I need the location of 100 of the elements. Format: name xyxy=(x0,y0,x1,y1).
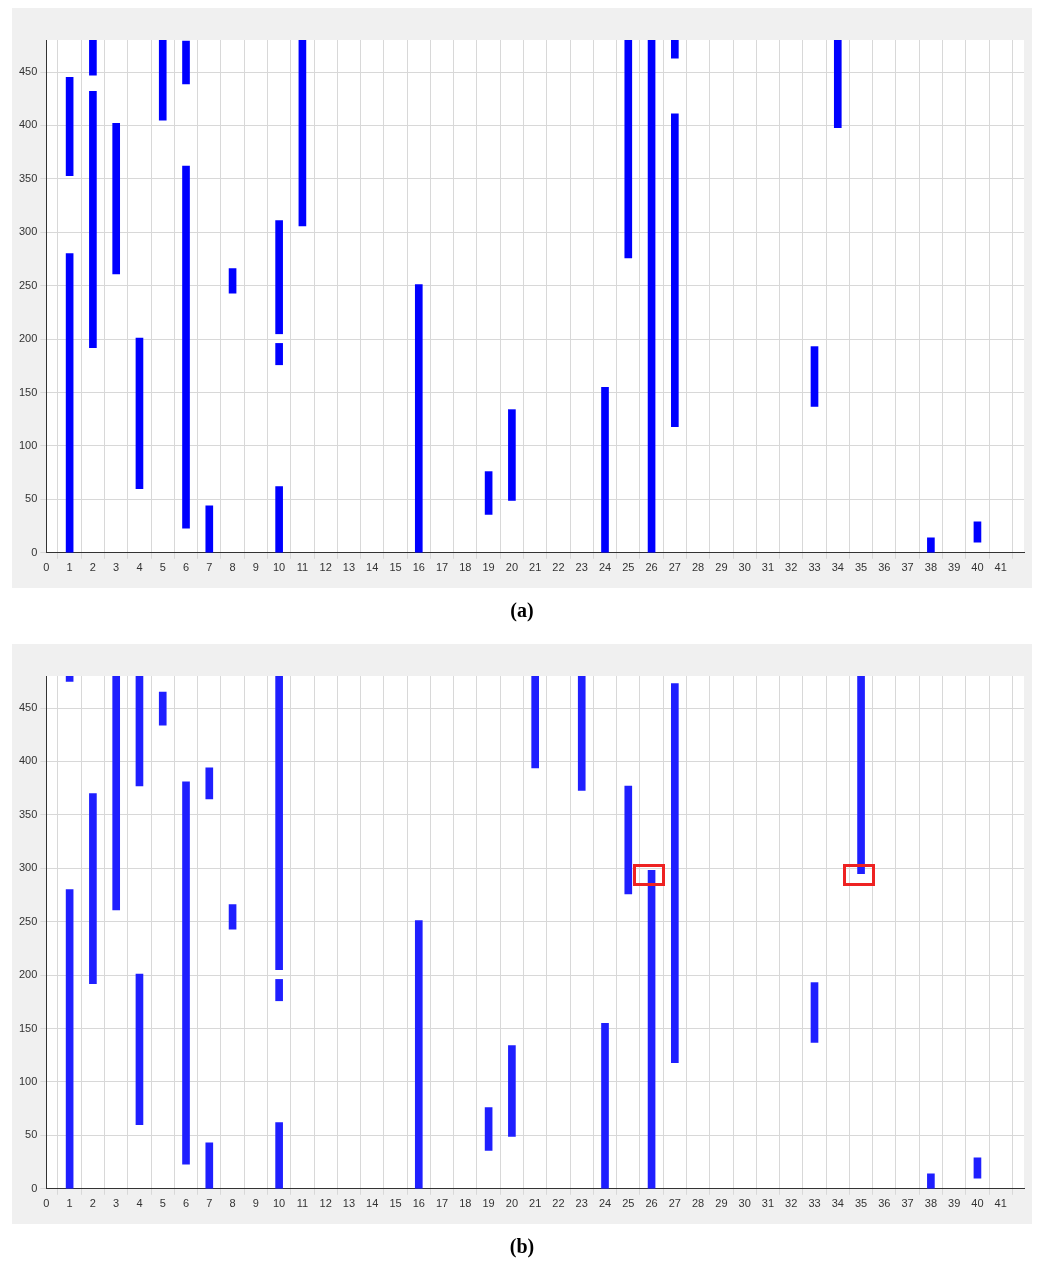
bar xyxy=(182,781,190,1165)
x-tick-label: 1 xyxy=(66,1197,73,1210)
bar xyxy=(484,471,493,515)
x-tick-label: 36 xyxy=(878,561,891,574)
x-tick-label: 14 xyxy=(366,1197,379,1210)
bar xyxy=(205,1142,214,1189)
bar xyxy=(65,77,74,177)
bar xyxy=(275,1122,283,1189)
x-tick-label: 24 xyxy=(598,561,612,574)
x-tick-label: 7 xyxy=(206,1197,213,1210)
y-tick-label: 350 xyxy=(18,807,38,820)
bar xyxy=(927,1173,935,1189)
bar xyxy=(205,505,214,553)
bar xyxy=(973,1157,982,1179)
bar xyxy=(810,982,819,1043)
bar xyxy=(508,409,516,501)
bar xyxy=(671,113,679,428)
x-tick-label: 31 xyxy=(761,1197,775,1210)
bar xyxy=(135,337,144,490)
bar xyxy=(671,683,679,1064)
bar xyxy=(414,920,423,1189)
x-tick-label: 23 xyxy=(575,1197,588,1210)
y-tick-label: 150 xyxy=(18,1021,38,1034)
text: (b) xyxy=(508,1234,536,1260)
x-tick-label: 8 xyxy=(229,1197,236,1210)
x-tick-label: 26 xyxy=(645,1197,658,1210)
x-tick-label: 17 xyxy=(435,561,449,574)
bar xyxy=(158,40,167,121)
x-tick-label: 4 xyxy=(136,1197,143,1210)
bar xyxy=(927,537,935,553)
x-tick-label: 41 xyxy=(994,1197,1007,1210)
x-tick-label: 38 xyxy=(924,1197,938,1210)
bar xyxy=(228,268,237,294)
x-tick-label: 20 xyxy=(505,1197,519,1210)
x-tick-label: 19 xyxy=(482,561,495,574)
x-tick-label: 22 xyxy=(552,561,565,574)
x-tick-label: 27 xyxy=(668,561,681,574)
bar xyxy=(531,676,540,769)
y-tick-label: 150 xyxy=(18,385,38,398)
x-tick-label: 39 xyxy=(948,1197,961,1210)
x-tick-label: 9 xyxy=(252,561,259,574)
bar xyxy=(857,676,865,874)
x-tick-label: 21 xyxy=(529,1197,542,1210)
bar xyxy=(275,676,283,971)
bar xyxy=(275,979,283,1002)
x-tick-label: 40 xyxy=(971,561,984,574)
x-tick-label: 34 xyxy=(831,1197,844,1210)
y-tick-label: 50 xyxy=(25,492,38,505)
x-tick-label: 39 xyxy=(948,561,961,574)
bar xyxy=(647,870,656,1189)
bar xyxy=(601,1022,609,1189)
bar xyxy=(135,676,144,787)
x-tick-label: 24 xyxy=(598,1197,612,1210)
y-tick-label: 250 xyxy=(18,914,38,927)
y-tick-label: 200 xyxy=(18,968,38,981)
bar xyxy=(833,40,842,128)
x-tick-label: 12 xyxy=(319,1197,332,1210)
x-tick-label: 27 xyxy=(668,1197,681,1210)
x-tick-label: 18 xyxy=(459,1197,472,1210)
bar xyxy=(89,40,97,76)
x-tick-label: 7 xyxy=(206,561,213,574)
x-tick-label: 40 xyxy=(971,1197,984,1210)
bar xyxy=(65,253,74,553)
y-tick-label: 300 xyxy=(18,861,38,874)
x-tick-label: 37 xyxy=(901,561,914,574)
x-tick-label: 18 xyxy=(459,561,472,574)
x-tick-label: 3 xyxy=(113,1197,120,1210)
x-tick-label: 36 xyxy=(878,1197,891,1210)
bar xyxy=(973,521,982,543)
x-tick-label: 26 xyxy=(645,561,658,574)
bar xyxy=(275,343,283,366)
bar xyxy=(65,676,74,682)
y-tick-label: 0 xyxy=(31,1181,38,1194)
x-tick-label: 13 xyxy=(342,1197,356,1210)
bar xyxy=(158,691,167,726)
y-tick-label: 100 xyxy=(18,1075,38,1087)
y-tick-label: 350 xyxy=(18,171,38,184)
x-tick-label: 4 xyxy=(136,561,143,574)
bar xyxy=(810,346,819,407)
x-tick-label: 25 xyxy=(622,561,635,574)
bar xyxy=(671,40,679,59)
x-tick-label: 20 xyxy=(505,561,519,574)
x-tick-label: 2 xyxy=(89,1197,96,1210)
x-tick-label: 12 xyxy=(319,561,332,574)
bar xyxy=(182,40,190,85)
bar xyxy=(275,220,283,335)
x-tick-label: 0 xyxy=(43,1197,50,1210)
x-tick-label: 37 xyxy=(901,1197,914,1210)
x-tick-label: 28 xyxy=(691,561,705,574)
bar xyxy=(182,165,190,529)
x-tick-label: 9 xyxy=(252,1197,259,1210)
text: (a) xyxy=(509,598,535,623)
x-tick-label: 41 xyxy=(994,561,1007,574)
y-tick-label: 100 xyxy=(18,439,38,451)
x-tick-label: 1 xyxy=(66,561,73,574)
y-tick-label: 0 xyxy=(31,545,38,558)
y-tick-label: 250 xyxy=(18,278,38,291)
bar xyxy=(624,785,633,895)
x-tick-label: 8 xyxy=(229,561,236,574)
x-tick-label: 23 xyxy=(575,561,588,574)
